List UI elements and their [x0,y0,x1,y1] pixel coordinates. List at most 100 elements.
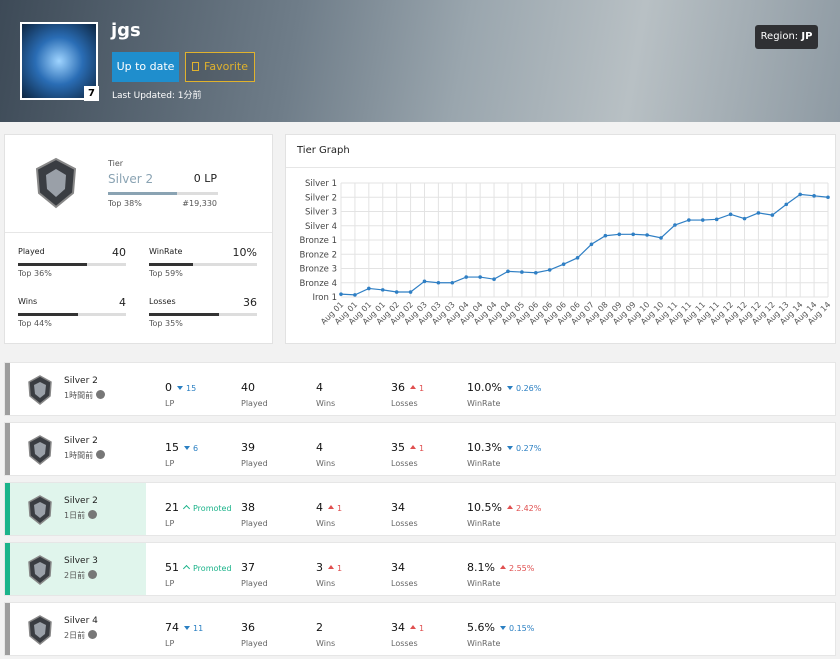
favorite-label: Favorite [204,60,248,73]
tier-cell: Silver 2 1時間前 [10,423,146,475]
region-value: JP [801,31,813,42]
stat-change: 1 [410,624,424,633]
stat-cell: 4 Wins [316,376,335,408]
stat-line: 36 1 [391,376,424,395]
region[interactable]: Region: JP [755,25,818,49]
stat-top: Top 36% [18,269,52,278]
stat-cell: 34 1 Losses [391,616,424,648]
stat-bar [18,263,126,266]
stat-cell: 38 Played [241,496,268,528]
stat-value: 34 [391,621,405,634]
stat-cell: 5.6% 0.15% WinRate [467,616,534,648]
y-tick-label: Bronze 1 [299,236,337,246]
rank: #19,330 [182,199,217,208]
tier-emblem [35,157,77,209]
tier-point [367,286,371,291]
tier: Silver 2 [64,496,98,506]
row-indicator [5,603,10,655]
stat-label: Losses [391,639,418,648]
stat-line: 51 Promoted [165,556,232,575]
stat-cell: 10.3% 0.27% WinRate [467,436,541,468]
stat-value: 4 [316,501,323,514]
stat-label: WinRate [467,639,501,648]
stat-value: 10.0% [467,381,502,394]
stat-change: 1 [328,564,342,573]
stat-line: 8.1% 2.55% [467,556,534,575]
stat-label: LP [165,399,175,408]
stat-value: 0 [165,381,172,394]
tier-point [575,256,580,260]
stat-label: Losses [391,459,418,468]
summary-card: Tier Silver 2 0 LP Top 38% #19,330 Playe… [4,134,273,344]
tier-point [826,195,830,200]
y-tick-label: Bronze 2 [299,250,337,260]
stat-label: WinRate [467,459,501,468]
tier-point [812,194,816,198]
stat-label: Played [241,639,268,648]
stat-value: 8.1% [467,561,495,574]
last-updated: Last Updated: 1分前 [112,91,202,101]
stat-cell: 39 Played [241,436,268,468]
tier-bar-fill [108,192,178,195]
stat-value: 74 [165,621,179,634]
time-text: 1時間前 [64,391,94,400]
stat-cell: 4 1 Wins [316,496,342,528]
y-tick-label: Silver 3 [305,208,337,218]
graph-title: Tier Graph [297,145,350,156]
row-indicator [5,543,10,595]
stat-cell: 34 Losses [391,556,418,588]
stat-value: 39 [241,441,255,454]
time: 1時間前 [64,390,106,401]
stat-bar [18,313,126,316]
stat-label: Losses [391,579,418,588]
stat-label: Wins [316,399,336,408]
stat-label: Wins [316,579,336,588]
tier-cell: Silver 2 1時間前 [10,363,146,415]
tier-point [728,212,733,217]
stat-label: Played [241,399,268,408]
region-label: Region: [760,31,799,42]
stat-value: 34 [391,561,405,574]
update-button[interactable]: Up to date [112,52,179,82]
stat-change: 0.15% [500,624,534,633]
stat-cell: 35 1 Losses [391,436,424,468]
stat-bar-fill [149,313,220,316]
stat-line: 0 15 [165,376,196,395]
favorite-button[interactable]: Favorite [185,52,255,82]
tier-point [394,290,399,294]
stat-value: 21 [165,501,179,514]
row-indicator [5,483,10,535]
stat-label: Played [18,247,45,256]
tier-label: Tier [108,159,124,168]
stat-cell: 36 Played [241,616,268,648]
stat-value: 40 [112,246,126,259]
stat-value: 10.5% [467,501,502,514]
stat-label: Wins [316,519,336,528]
stat-line: 4 [316,436,335,455]
stat-label: Losses [391,399,418,408]
stat-line: 36 [241,616,268,635]
stat-cell: 37 Played [241,556,268,588]
stat-change: 6 [184,444,198,453]
stat-change: Promoted [184,564,232,573]
stat-value: 51 [165,561,179,574]
stat-cell: 21 Promoted LP [165,496,232,528]
stat-line: 34 1 [391,616,424,635]
stat-value: 4 [119,296,126,309]
stat-change: 11 [184,624,203,633]
tier-point [380,288,385,292]
stat-line: 10.3% 0.27% [467,436,541,455]
tier-point [436,280,441,285]
stat-top: Top 59% [149,269,183,278]
stat-cell: 51 Promoted LP [165,556,232,588]
tier-point [589,242,594,247]
stat-line: 5.6% 0.15% [467,616,534,635]
tier-bar [108,192,218,195]
stat-line: 34 [391,556,418,575]
stat-label: Wins [18,297,38,306]
stat-value: 38 [241,501,255,514]
stat-line: 74 11 [165,616,203,635]
tier: Silver 2 [108,172,154,186]
history-row: Silver 4 2日前 74 11 LP 36 Played 2 Wins 34 1 Losses 5… [4,602,836,656]
stat-label: WinRate [149,247,183,256]
